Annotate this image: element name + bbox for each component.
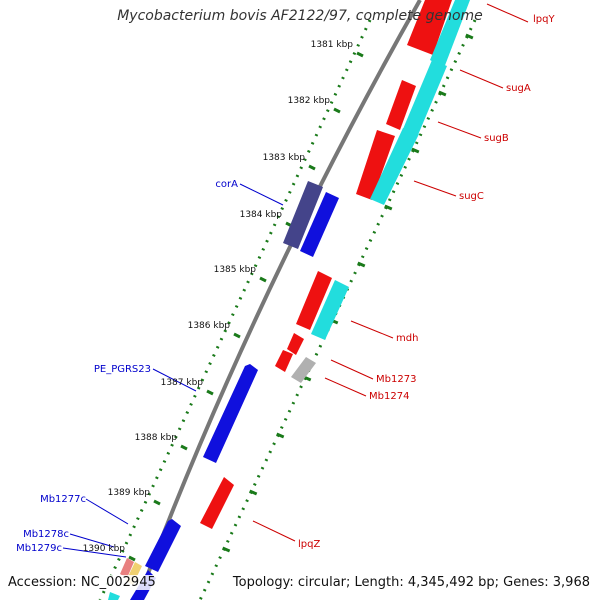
kbp-label: 1385 kbp xyxy=(214,265,257,275)
kbp-tick xyxy=(259,276,267,283)
kbp-label: 1381 kbp xyxy=(311,40,354,50)
kbp-label: 1388 kbp xyxy=(135,433,178,443)
cds-mb1273[interactable] xyxy=(287,333,304,355)
cds-cora[interactable] xyxy=(283,181,323,249)
gene-label-mb1277c[interactable]: Mb1277c xyxy=(40,494,86,505)
gene-label-mdh[interactable]: mdh xyxy=(396,333,418,344)
kbp-tick xyxy=(206,389,214,396)
gene-labels: lpqY sugA sugB sugC corA mdh Mb1273 Mb1274 PE_PG… xyxy=(16,3,555,558)
kbp-tick xyxy=(128,555,136,562)
label-connector xyxy=(85,498,129,525)
label-connector xyxy=(69,533,115,548)
cds-sugb[interactable] xyxy=(356,130,395,200)
kbp-label: 1389 kbp xyxy=(108,488,151,498)
kbp-tick xyxy=(180,444,188,451)
label-connector xyxy=(459,69,504,89)
gene-label-lpqy[interactable]: lpqY xyxy=(533,14,555,25)
map-title: Mycobacterium bovis AF2122/97, complete … xyxy=(117,8,483,24)
inner-tick xyxy=(222,546,231,553)
cds-lpqz[interactable] xyxy=(200,477,234,529)
label-connector xyxy=(486,3,529,23)
label-connector xyxy=(350,320,394,339)
kbp-tick xyxy=(333,107,341,114)
cds-cyan-bottom[interactable] xyxy=(108,592,120,600)
inner-tick xyxy=(411,147,420,154)
cds-suga[interactable] xyxy=(386,80,416,130)
cds-suga-cyan[interactable] xyxy=(403,60,447,135)
inner-tick xyxy=(276,432,285,439)
gene-label-cora[interactable]: corA xyxy=(215,179,238,190)
accession-label: Accession: NC_002945 xyxy=(8,575,156,590)
cds-pe-pgrs23[interactable] xyxy=(203,364,258,463)
kbp-ticks xyxy=(128,51,364,562)
gene-label-suga[interactable]: sugA xyxy=(506,83,531,94)
gene-label-lpqz[interactable]: lpqZ xyxy=(298,539,320,550)
reverse-strand xyxy=(200,0,470,529)
label-connector xyxy=(62,547,127,558)
kbp-label: 1382 kbp xyxy=(288,96,331,106)
label-connector xyxy=(413,180,457,197)
inner-tick xyxy=(249,489,258,496)
cds-mdh-cyan[interactable] xyxy=(311,280,349,340)
forward-strand xyxy=(108,181,339,600)
inner-tick xyxy=(438,90,447,97)
label-connector xyxy=(252,520,296,542)
label-connector xyxy=(239,183,284,206)
gene-label-mb1273[interactable]: Mb1273 xyxy=(376,374,416,385)
gene-label-mb1274[interactable]: Mb1274 xyxy=(369,391,409,402)
cds-mb1278c[interactable] xyxy=(120,558,134,578)
gene-label-mb1278c[interactable]: Mb1278c xyxy=(23,529,69,540)
topology-label: Topology: circular; Length: 4,345,492 bp… xyxy=(232,575,590,590)
label-connector xyxy=(152,368,197,392)
kbp-label: 1387 kbp xyxy=(161,378,204,388)
inner-tick xyxy=(384,204,393,211)
kbp-tick xyxy=(356,51,364,58)
kbp-label: 1390 kbp xyxy=(83,544,126,554)
kbp-tick xyxy=(308,164,316,171)
kbp-label: 1384 kbp xyxy=(240,210,283,220)
label-connector xyxy=(330,359,374,380)
kbp-tick xyxy=(233,332,241,339)
gene-label-sugc[interactable]: sugC xyxy=(459,191,484,202)
kbp-labels: 1381 kbp 1382 kbp 1383 kbp 1384 kbp 1385 kbp… xyxy=(83,40,354,554)
cds-lpqy[interactable] xyxy=(407,0,452,55)
inner-tick xyxy=(465,33,474,40)
label-connector xyxy=(437,121,482,139)
gene-label-mb1279c[interactable]: Mb1279c xyxy=(16,543,62,554)
label-connector xyxy=(324,377,367,397)
cds-forward-1384[interactable] xyxy=(300,192,339,257)
kbp-label: 1383 kbp xyxy=(263,153,306,163)
cds-mb1273-b[interactable] xyxy=(275,350,293,372)
kbp-label: 1386 kbp xyxy=(188,321,231,331)
backbone-ring xyxy=(136,0,422,600)
inner-tick xyxy=(357,261,366,268)
gene-label-sugb[interactable]: sugB xyxy=(484,133,509,144)
cds-sugc[interactable] xyxy=(370,128,419,205)
cds-mdh[interactable] xyxy=(296,271,332,330)
cds-mb1274[interactable] xyxy=(291,357,316,383)
kbp-tick xyxy=(153,499,161,506)
inner-ticks xyxy=(222,33,474,553)
gene-label-pe_pgrs23[interactable]: PE_PGRS23 xyxy=(94,364,151,375)
cds-mb1277c[interactable] xyxy=(145,519,181,572)
cds-lpqy-cyan[interactable] xyxy=(430,0,470,68)
